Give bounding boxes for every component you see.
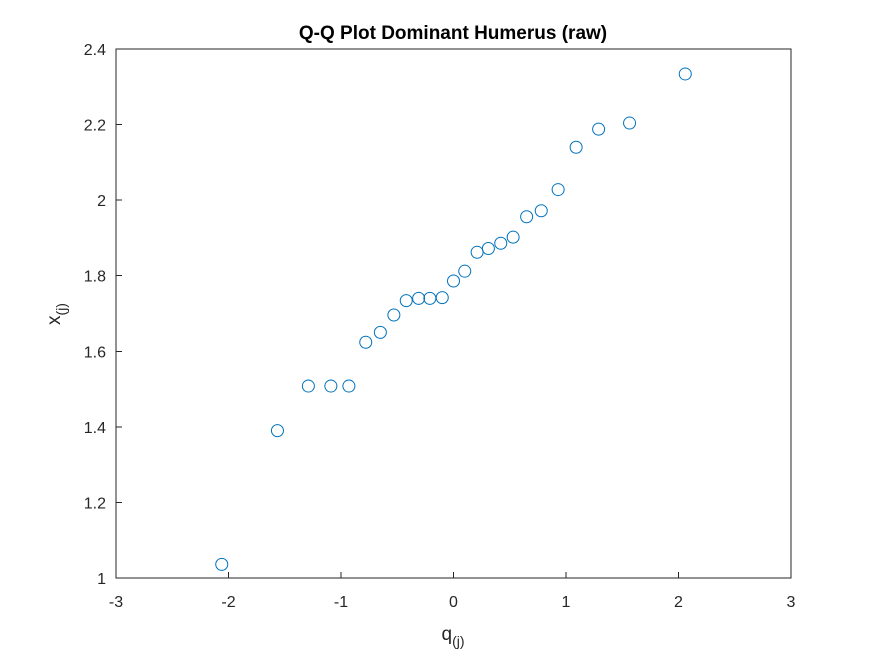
data-point — [324, 379, 338, 393]
data-point — [399, 294, 413, 308]
data-point — [423, 291, 437, 305]
x-tick-label: 0 — [449, 594, 458, 611]
data-point — [373, 325, 387, 339]
data-point — [215, 557, 229, 571]
y-tick-label: 2.2 — [84, 118, 106, 135]
chart-title: Q-Q Plot Dominant Humerus (raw) — [299, 23, 607, 44]
data-point — [270, 424, 284, 438]
x-axis-label-sub: (j) — [452, 633, 464, 649]
data-point — [301, 379, 315, 393]
y-tick-label: 2.4 — [84, 42, 106, 59]
x-tick-label: -1 — [334, 594, 348, 611]
y-tick-label: 1.8 — [84, 269, 106, 286]
plot-box — [115, 48, 792, 579]
x-tick-label: -2 — [221, 594, 235, 611]
data-point — [470, 245, 484, 259]
data-point — [534, 204, 548, 218]
data-point — [359, 335, 373, 349]
y-tick-label: 1.4 — [84, 420, 106, 437]
data-point — [678, 67, 692, 81]
data-point — [520, 210, 534, 224]
data-point — [623, 116, 637, 130]
axes — [115, 48, 792, 579]
data-point — [387, 308, 401, 322]
y-tick-label: 1.6 — [84, 344, 106, 361]
x-tick-label: 3 — [787, 594, 796, 611]
x-tick-label: 2 — [674, 594, 683, 611]
y-tick-label: 2 — [97, 193, 106, 210]
data-point — [412, 291, 426, 305]
y-tick-label: 1.2 — [84, 495, 106, 512]
data-point — [592, 122, 606, 136]
data-point — [506, 230, 520, 244]
data-point — [494, 236, 508, 250]
x-tick-label: 1 — [562, 594, 571, 611]
data-points — [215, 67, 692, 571]
data-point — [458, 264, 472, 278]
y-axis-ticks: 1 1.2 1.4 1.6 1.8 2 2.2 2.4 — [84, 42, 122, 588]
data-point — [569, 140, 583, 154]
y-axis-label-main: x — [44, 315, 65, 325]
y-tick-label: 1 — [97, 571, 106, 588]
y-axis-label: x(j) — [44, 303, 69, 325]
data-point — [551, 183, 565, 197]
data-point — [435, 291, 449, 305]
x-axis-label: q(j) — [441, 624, 464, 649]
data-point — [447, 274, 460, 288]
data-point — [481, 242, 495, 256]
x-tick-label: -3 — [109, 594, 123, 611]
data-point — [342, 379, 356, 393]
y-axis-label-sub: (j) — [53, 303, 69, 315]
x-axis-label-main: q — [441, 624, 452, 645]
x-axis-ticks: -3 -2 -1 0 1 2 3 — [109, 572, 796, 611]
